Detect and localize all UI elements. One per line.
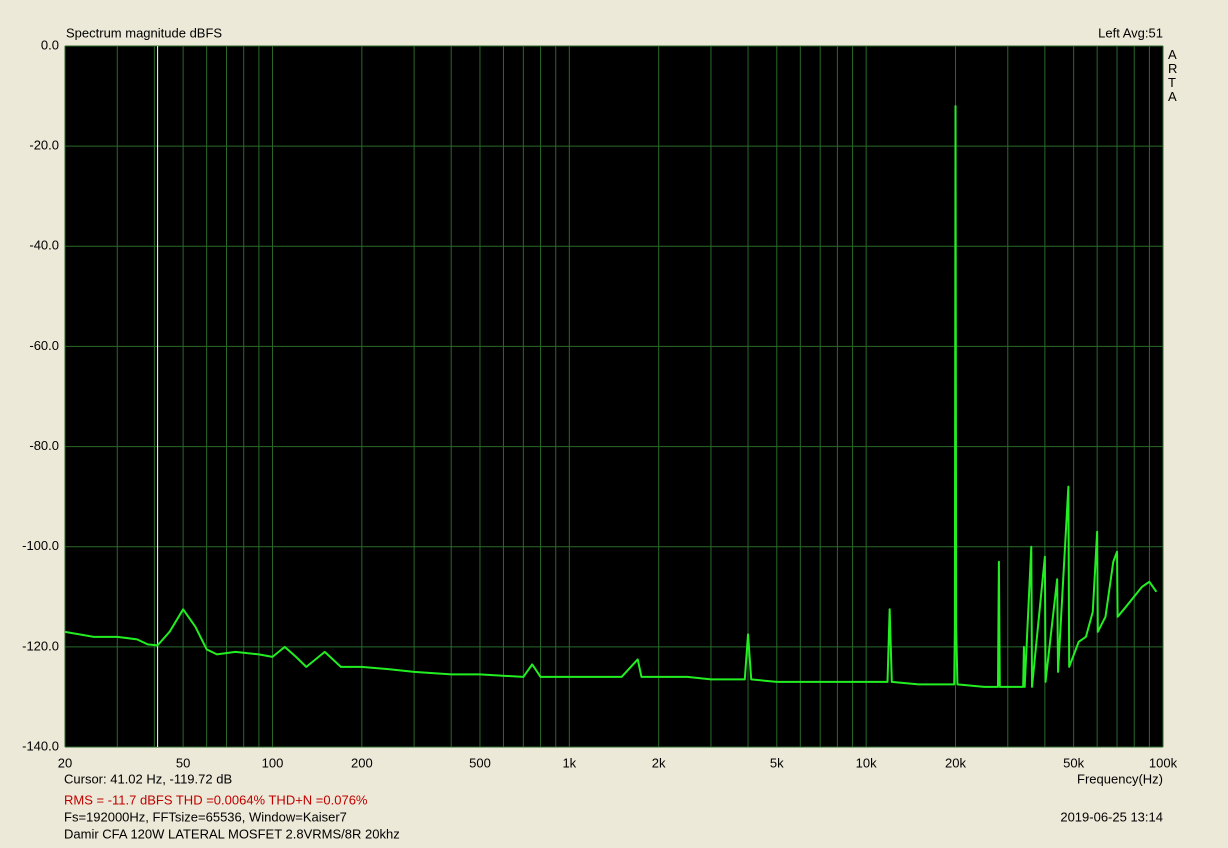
x-axis-label: Frequency(Hz)	[1077, 771, 1163, 786]
x-tick-label: 1k	[562, 755, 576, 770]
y-tick-label: -140.0	[22, 738, 59, 753]
stats: RMS = -11.7 dBFS THD =0.0064% THD+N =0.0…	[64, 792, 368, 807]
x-tick-label: 100k	[1149, 755, 1178, 770]
chart-title: Spectrum magnitude dBFS	[66, 25, 222, 40]
cursor-readout: Cursor: 41.02 Hz, -119.72 dB	[64, 771, 232, 786]
spectrum-line	[64, 105, 1158, 688]
plot-area	[65, 46, 1163, 747]
brand: ARTA	[1168, 47, 1178, 104]
x-tick-label: 200	[351, 755, 373, 770]
x-tick-label: 50	[176, 755, 190, 770]
x-tick-label: 5k	[770, 755, 784, 770]
x-tick-label: 2k	[652, 755, 666, 770]
y-tick-label: -80.0	[29, 438, 59, 453]
x-tick-label: 50k	[1063, 755, 1084, 770]
x-tick-label: 20k	[945, 755, 966, 770]
x-tick-label: 10k	[856, 755, 877, 770]
y-tick-label: -100.0	[22, 538, 59, 553]
x-tick-label: 100	[262, 755, 284, 770]
y-tick-label: -20.0	[29, 138, 59, 153]
settings: Fs=192000Hz, FFTsize=65536, Window=Kaise…	[64, 809, 347, 824]
y-tick-label: 0.0	[41, 37, 59, 52]
date: 2019-06-25 13:14	[1060, 809, 1163, 824]
description: Damir CFA 120W LATERAL MOSFET 2.8VRMS/8R…	[64, 826, 400, 841]
x-tick-label: 20	[58, 755, 72, 770]
y-tick-label: -60.0	[29, 338, 59, 353]
y-tick-label: -120.0	[22, 638, 59, 653]
channel-info: Left Avg:51	[1098, 25, 1163, 40]
x-tick-label: 500	[469, 755, 491, 770]
y-tick-label: -40.0	[29, 238, 59, 253]
